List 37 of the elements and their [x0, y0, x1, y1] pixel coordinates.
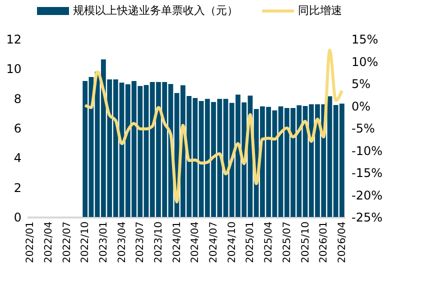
x-tick-label: 2023/10	[153, 222, 164, 264]
y-tick-label: 10	[6, 62, 22, 76]
y-tick-label: 4	[14, 151, 22, 166]
x-tick-label: 2023/01	[98, 222, 110, 264]
line-series	[84, 48, 344, 204]
legend-label: 规模以上快递业务单票收入（元）	[73, 4, 238, 17]
x-tick-label: 2025/04	[264, 222, 275, 264]
x-tick-label: 2024/07	[208, 222, 220, 264]
y-tick-label: 0	[14, 210, 22, 224]
x-tick-label: 2023/04	[116, 222, 128, 264]
x-tick-label: 2023/07	[135, 222, 146, 264]
y2-tick-label: 15%	[352, 32, 378, 46]
x-tick-label: 2022/07	[62, 222, 73, 264]
legend-label: 同比增速	[298, 4, 342, 17]
y2-tick-label: -15%	[352, 166, 383, 180]
x-tick-label: 2024/01	[172, 222, 183, 264]
y2-tick-label: -10%	[352, 144, 383, 158]
x-tick-label: 2024/04	[190, 222, 202, 264]
x-tick-label: 2022/04	[43, 222, 54, 264]
y2-tick-label: 0%	[352, 99, 371, 114]
y-tick-label: 8	[14, 92, 22, 106]
y-tick-label: 2	[14, 180, 22, 195]
x-tick-label: 2026/04	[336, 222, 348, 264]
x-tick-label: 2025/10	[300, 222, 312, 264]
y2-tick-label: 5%	[352, 77, 371, 91]
y-tick-label: 12	[6, 32, 22, 46]
y2-tick-label: -20%	[352, 188, 383, 202]
x-tick-label: 2022/01	[25, 222, 36, 264]
y2-tick-label: -5%	[352, 122, 375, 136]
y2-tick-label: 10%	[352, 54, 378, 69]
x-tick-label: 2025/07	[282, 222, 293, 264]
x-tick-label: 2026/01	[318, 222, 330, 264]
x-tick-label: 2022/10	[80, 222, 92, 264]
y2-tick-label: -25%	[352, 210, 383, 224]
y-tick-label: 6	[14, 122, 22, 136]
x-tick-label: 2024/10	[226, 222, 238, 264]
x-tick-label: 2025/01	[245, 222, 256, 264]
